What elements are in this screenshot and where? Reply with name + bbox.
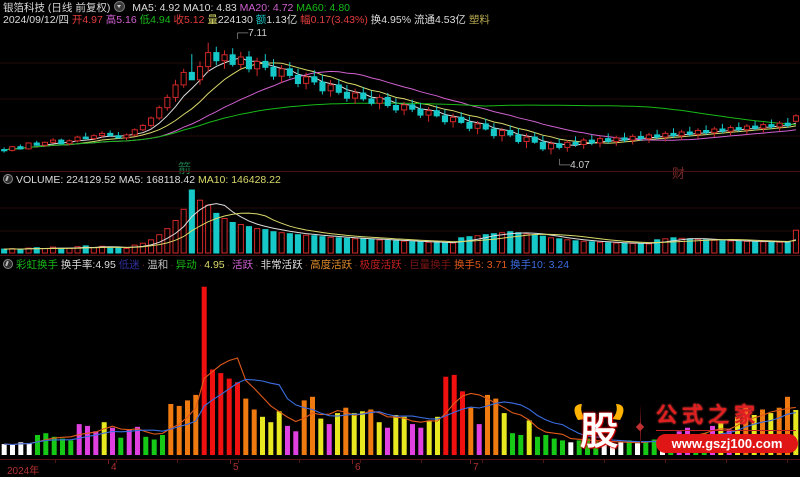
rainbow-legend-4: 活跃 <box>232 259 254 271</box>
rainbow-legend-2: 异动 <box>175 259 197 271</box>
rainbow-legend-0: 低迷 <box>118 259 140 271</box>
quote-label-高: 高 <box>105 14 117 26</box>
date-minor-tick <box>299 460 300 463</box>
price-annotation-0: ┌─7.11 <box>234 28 267 39</box>
date-tickmark-3 <box>352 460 353 464</box>
indicator-toggle-icon[interactable] <box>3 174 13 184</box>
date-minor-tick <box>543 460 544 463</box>
date-minor-tick <box>604 460 605 463</box>
date-minor-tick <box>55 460 56 463</box>
quote-label-低: 低 <box>139 14 151 26</box>
date-tickmark-4 <box>470 460 471 464</box>
date-tick-1: 4 <box>111 462 117 473</box>
ma-readout-ma5: MA5: 4.92 <box>132 2 181 14</box>
rainbow-legend-5: 非常活跃 <box>260 259 303 271</box>
date-tick-4: 7 <box>473 462 479 473</box>
date-tick-2: 5 <box>233 462 239 473</box>
date-axis: 2024年 4 5 6 7 <box>0 459 800 477</box>
panel-divider-2 <box>0 255 800 256</box>
ma-readout-group: MA5: 4.92 MA10: 4.83 MA20: 4.72 MA60: 4.… <box>129 2 350 14</box>
quote-label-塑料: 塑料 <box>468 14 490 26</box>
quote-value-流通: 4.53亿 <box>434 14 466 26</box>
bull-character-logo: 股 <box>568 402 630 454</box>
volume-value: 224129.52 <box>66 174 116 186</box>
quote-value-换: 4.95% <box>381 14 412 26</box>
turnover-stat-换手5: 换手5: 3.71 <box>454 259 508 271</box>
rainbow-legend-group: 低迷 · 温和 · 异动 · 4.95 · 活跃 · 非常活跃 · 高度活跃 · 极度活跃 · 巨量换手 <box>118 259 452 271</box>
volume-title: VOLUME: <box>16 174 64 186</box>
quote-label-收: 收 <box>173 14 184 26</box>
price-annotation-1: └─4.07 <box>556 160 590 171</box>
volume-ma-ma5: MA5: 168118.42 <box>118 174 196 186</box>
date-minor-tick <box>360 460 361 463</box>
date-minor-tick <box>238 460 239 463</box>
date-minor-tick <box>177 460 178 463</box>
panel-divider-1 <box>0 171 800 172</box>
ma-readout-ma60: MA60: 4.80 <box>296 2 350 14</box>
bull-glyph: 股 <box>579 409 618 453</box>
site-url[interactable]: www.gszj100.com <box>656 434 798 453</box>
quote-label-换: 换 <box>370 14 382 26</box>
logo-divider <box>635 404 645 452</box>
chart-title-bar: 银箔科技 (日线 前复权) MA5: 4.92 MA10: 4.83 MA20:… <box>0 1 800 14</box>
site-logo-watermark: 股 公式之家 www.gszj100.com <box>556 398 800 460</box>
date-tickmark-2 <box>230 460 231 464</box>
quote-bar: 2024/09/12/四 开4.97 高5.16 低4.94 收5.12 量22… <box>0 14 800 26</box>
date-minor-tick <box>787 460 788 463</box>
date-tick-3: 6 <box>355 462 361 473</box>
indicator-toggle-icon[interactable] <box>3 259 13 269</box>
rainbow-right-stats: 换手5: 3.71 换手10: 3.24 <box>454 259 569 271</box>
rainbow-legend-7: 极度活跃 <box>359 259 402 271</box>
volume-bars-svg <box>0 189 800 254</box>
quote-value-额: 1.13亿 <box>266 14 298 26</box>
quote-label-额: 额 <box>255 14 267 26</box>
rainbow-main-label: 换手率: <box>60 259 96 271</box>
volume-ma-ma10: MA10: 146428.22 <box>197 174 281 186</box>
quote-value-幅: 0.17(3.43%) <box>310 14 368 26</box>
date-minor-tick <box>726 460 727 463</box>
quote-value-收: 5.12 <box>183 14 205 26</box>
volume-chart-panel[interactable] <box>0 186 800 254</box>
quote-value-开: 4.97 <box>82 14 103 26</box>
brand-underline <box>656 430 796 431</box>
ma-readout-ma10: MA10: 4.83 <box>183 2 237 14</box>
date-tick-0: 2024年 <box>7 466 40 477</box>
rainbow-legend-3: 4.95 <box>204 259 225 271</box>
rainbow-panel-header: 彩虹换手 换手率:4.95 低迷 · 温和 · 异动 · 4.95 · 活跃 · 非常活跃 · 高度活跃… <box>0 259 800 271</box>
volume-panel-header: VOLUME: 224129.52 MA5: 168118.42 MA10: 1… <box>0 174 800 186</box>
date-minor-tick <box>665 460 666 463</box>
brand-name: 公式之家 <box>656 403 760 427</box>
chevron-down-icon[interactable] <box>114 1 126 12</box>
rainbow-legend-8: 巨量换手 <box>409 259 452 271</box>
price-candlestick-svg <box>0 42 800 155</box>
price-chart-panel[interactable] <box>0 26 800 172</box>
quote-label-量: 量 <box>207 14 218 26</box>
quote-label-流通: 流通 <box>413 14 435 26</box>
ma-readout-ma20: MA20: 4.72 <box>239 2 294 14</box>
watermark-left-glyph: 箭 <box>178 162 192 177</box>
quote-value-量: 224130 <box>217 14 253 26</box>
date-minor-tick <box>116 460 117 463</box>
quote-value-高: 5.16 <box>116 14 137 26</box>
rainbow-legend-1: 温和 <box>147 259 169 271</box>
rainbow-legend-6: 高度活跃 <box>310 259 353 271</box>
bull-horns-icon <box>574 404 624 420</box>
date-minor-tick <box>482 460 483 463</box>
rainbow-main-value: 4.95 <box>95 259 116 271</box>
turnover-stat-换手10: 换手10: 3.24 <box>510 259 570 271</box>
watermark-right-glyph: 财 <box>672 167 686 182</box>
volume-ma-group: MA5: 168118.42 MA10: 146428.22 <box>116 174 281 186</box>
quote-label-开: 开 <box>71 14 83 26</box>
stock-name-label[interactable]: 银箔科技 (日线 前复权) <box>3 2 111 14</box>
date-tickmark-1 <box>108 460 109 464</box>
quote-value-低: 4.94 <box>150 14 171 26</box>
quote-date: 2024/09/12/四 <box>3 14 69 26</box>
quote-field-group: 开4.97 高5.16 低4.94 收5.12 量224130 额1.13亿 幅… <box>69 14 490 26</box>
quote-label-幅: 幅 <box>300 14 311 26</box>
rainbow-title: 彩虹换手 <box>16 259 58 271</box>
date-minor-tick <box>421 460 422 463</box>
